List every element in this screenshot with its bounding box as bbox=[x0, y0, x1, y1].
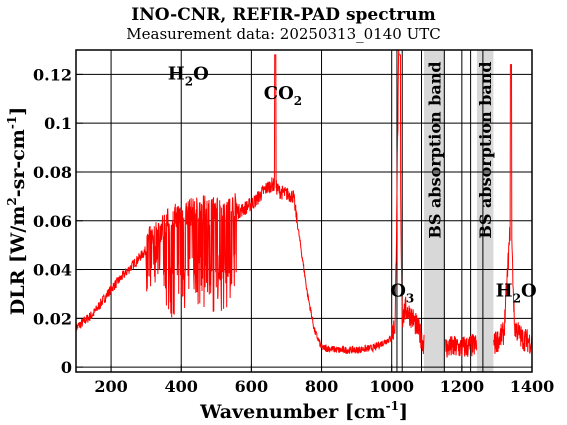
labels-layer: BS absorption band BS absorption band 200 4… bbox=[5, 61, 554, 423]
y-tick-label-2: 0.04 bbox=[33, 261, 72, 280]
annotation-4: H2O bbox=[496, 280, 537, 305]
chart-subtitle: Measurement data: 20250313_0140 UTC bbox=[126, 25, 441, 43]
bands-layer bbox=[423, 50, 494, 372]
grid-layer bbox=[76, 50, 532, 372]
y-tick-label-4: 0.08 bbox=[33, 163, 72, 182]
annotation-2: CO2 bbox=[264, 83, 302, 108]
chart-title: INO-CNR, REFIR-PAD spectrum bbox=[131, 5, 436, 25]
ticks-layer bbox=[76, 73, 533, 372]
y-tick-label-6: 0.12 bbox=[33, 65, 72, 84]
annotation-3: O3 bbox=[390, 280, 414, 305]
annotation-1: H2O bbox=[168, 63, 209, 88]
x-tick-label-6: 1400 bbox=[510, 377, 555, 396]
y-tick-label-0: 0 bbox=[61, 358, 72, 377]
x-tick-label-0: 200 bbox=[94, 377, 127, 396]
series-layer bbox=[75, 49, 533, 358]
plot-frame bbox=[75, 49, 533, 373]
x-tick-label-5: 1200 bbox=[440, 377, 485, 396]
band-1 bbox=[423, 50, 446, 372]
x-tick-label-1: 400 bbox=[165, 377, 198, 396]
band-2 bbox=[476, 50, 494, 372]
y-tick-label-5: 0.1 bbox=[44, 114, 72, 133]
band-label-2: BS absorption band bbox=[476, 61, 495, 238]
x-axis-label: Wavenumber [cm-1] bbox=[199, 399, 408, 423]
x-tick-label-4: 1000 bbox=[369, 377, 414, 396]
y-axis-label: DLR [W/m2-sr-cm-1] bbox=[5, 107, 29, 315]
band-label-1: BS absorption band bbox=[425, 61, 444, 238]
spectrum-series-line bbox=[75, 49, 533, 358]
x-tick-label-2: 600 bbox=[235, 377, 268, 396]
x-tick-label-3: 800 bbox=[305, 377, 338, 396]
y-tick-label-1: 0.02 bbox=[33, 309, 72, 328]
axes-frame bbox=[75, 49, 533, 373]
y-tick-label-3: 0.06 bbox=[33, 212, 72, 231]
